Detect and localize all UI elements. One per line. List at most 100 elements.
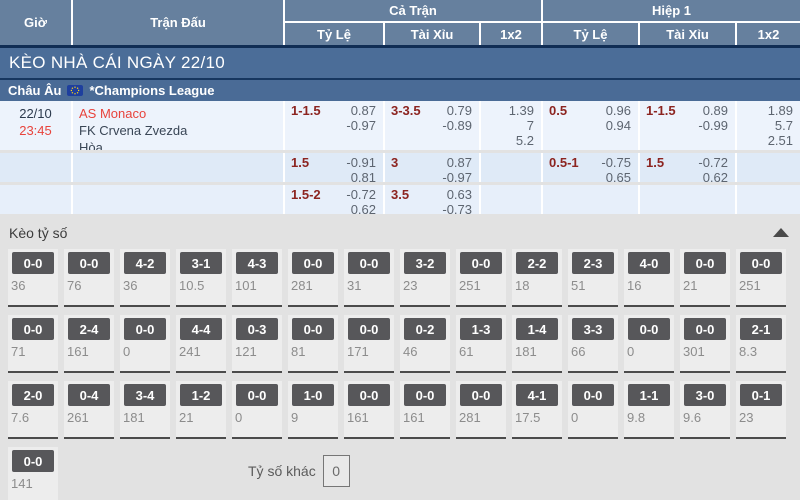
odds-value[interactable]: 0.81	[350, 170, 376, 182]
score-button[interactable]: 0-0	[12, 252, 54, 274]
match-time-cell: 22/10 23:45	[0, 101, 71, 150]
score-button[interactable]: 0-0	[572, 384, 614, 406]
score-button[interactable]: 0-0	[348, 318, 390, 340]
fulltime-overunder-cell[interactable]: 3-3.5 0.79 -0.89	[385, 101, 479, 150]
firsthalf-overunder-cell[interactable]: 1-1.5 0.89 -0.99	[640, 101, 735, 150]
odds-value[interactable]: -0.99	[698, 118, 728, 133]
score-tile: 2-2 18	[512, 249, 562, 307]
score-tile: 0-0 0	[624, 315, 674, 373]
score-odds-value: 0	[123, 344, 131, 359]
score-button[interactable]: 0-3	[236, 318, 278, 340]
score-button[interactable]: 2-3	[572, 252, 614, 274]
score-button[interactable]: 4-2	[124, 252, 166, 274]
score-button[interactable]: 0-4	[68, 384, 110, 406]
score-button[interactable]: 4-0	[628, 252, 670, 274]
score-button[interactable]: 2-0	[12, 384, 54, 406]
score-button[interactable]: 1-3	[460, 318, 502, 340]
fulltime-handicap-cell[interactable]: 1-1.5 0.87 -0.97	[285, 101, 383, 150]
score-button[interactable]: 0-0	[460, 384, 502, 406]
score-button[interactable]: 3-2	[404, 252, 446, 274]
handicap-line: 3-3.5	[391, 103, 421, 118]
score-button[interactable]: 4-1	[516, 384, 558, 406]
score-tile-row: 0-0 36 0-0 76 4-2 36 3-1 10.5 4-3 101 0-0 281 0-0 31 3…	[0, 249, 800, 307]
score-button[interactable]: 2-1	[740, 318, 782, 340]
score-button[interactable]: 0-2	[404, 318, 446, 340]
odds-value[interactable]: -0.89	[442, 118, 472, 133]
score-button[interactable]: 0-0	[12, 318, 54, 340]
fulltime-handicap-cell[interactable]: 1.5-2 -0.72 0.62	[285, 185, 383, 214]
fulltime-1x2-cell[interactable]: 1.39 7 5.2	[481, 101, 541, 150]
odds-value[interactable]: -0.97	[346, 118, 376, 133]
score-button[interactable]: 1-1	[628, 384, 670, 406]
handicap-line: 1.5	[291, 155, 310, 170]
score-odds-value: 9	[291, 410, 299, 425]
handicap-line: 3	[391, 155, 399, 170]
score-button[interactable]: 0-1	[740, 384, 782, 406]
score-button[interactable]: 3-4	[124, 384, 166, 406]
odds-value[interactable]: 0.79	[446, 103, 472, 118]
score-button[interactable]: 0-0	[404, 384, 446, 406]
odds-value[interactable]: 0.94	[605, 118, 631, 133]
score-button[interactable]: 0-0	[460, 252, 502, 274]
score-button[interactable]: 2-4	[68, 318, 110, 340]
odds-value[interactable]: 0.65	[605, 170, 631, 182]
score-tile: 2-4 161	[64, 315, 114, 373]
other-score-input[interactable]: 0	[322, 455, 350, 487]
score-button[interactable]: 2-2	[516, 252, 558, 274]
score-button[interactable]: 3-0	[684, 384, 726, 406]
score-button[interactable]: 4-3	[236, 252, 278, 274]
score-button[interactable]: 0-0	[124, 318, 166, 340]
odds-value[interactable]: -0.72	[698, 155, 728, 170]
score-button[interactable]: 1-4	[516, 318, 558, 340]
odds-value[interactable]: -0.73	[442, 202, 472, 214]
score-button[interactable]: 3-1	[180, 252, 222, 274]
score-button[interactable]: 4-4	[180, 318, 222, 340]
odds-value[interactable]: 0.63	[446, 187, 472, 202]
score-odds-value: 251	[459, 278, 481, 293]
score-button[interactable]: 3-3	[572, 318, 614, 340]
score-odds-value: 23	[739, 410, 754, 425]
odds-value[interactable]: -0.91	[346, 155, 376, 170]
odds-value[interactable]: 0.87	[350, 103, 376, 118]
score-button[interactable]: 0-0	[292, 318, 334, 340]
odds-value[interactable]: -0.75	[601, 155, 631, 170]
odds-value[interactable]: -0.97	[442, 170, 472, 182]
score-button[interactable]: 0-0	[68, 252, 110, 274]
firsthalf-1x2-cell[interactable]: 1.89 5.7 2.51	[737, 101, 800, 150]
firsthalf-overunder-cell[interactable]: 1.5 -0.72 0.62	[640, 153, 735, 182]
odds-value[interactable]: 0.87	[446, 155, 472, 170]
score-tile: 3-3 66	[568, 315, 618, 373]
fulltime-handicap-cell[interactable]: 1.5 -0.91 0.81	[285, 153, 383, 182]
odds-value[interactable]: 1.89	[767, 103, 793, 118]
odds-value[interactable]: -0.72	[346, 187, 376, 202]
score-button[interactable]: 0-0	[12, 450, 54, 472]
odds-value[interactable]: 0.62	[702, 170, 728, 182]
score-button[interactable]: 0-0	[684, 318, 726, 340]
score-button[interactable]: 0-0	[348, 252, 390, 274]
score-tile: 0-0 281	[288, 249, 338, 307]
odds-value[interactable]: 0.96	[605, 103, 631, 118]
fulltime-overunder-cell[interactable]: 3.5 0.63 -0.73	[385, 185, 479, 214]
kickoff-time: 23:45	[19, 123, 52, 138]
score-button[interactable]: 1-0	[292, 384, 334, 406]
collapse-arrow-icon[interactable]	[773, 228, 789, 237]
odds-value[interactable]: 5.2	[515, 133, 534, 148]
col-header-firsthalf: Hiệp 1	[543, 0, 800, 21]
score-odds-value: 161	[403, 410, 425, 425]
score-button[interactable]: 0-0	[348, 384, 390, 406]
odds-value[interactable]: 0.89	[702, 103, 728, 118]
score-button[interactable]: 0-0	[684, 252, 726, 274]
odds-value[interactable]: 2.51	[767, 133, 793, 148]
score-button[interactable]: 0-0	[236, 384, 278, 406]
odds-value[interactable]: 7	[526, 118, 534, 133]
score-button[interactable]: 0-0	[292, 252, 334, 274]
firsthalf-handicap-cell[interactable]: 0.5-1 -0.75 0.65	[543, 153, 638, 182]
odds-value[interactable]: 0.62	[350, 202, 376, 214]
odds-value[interactable]: 1.39	[508, 103, 534, 118]
score-button[interactable]: 0-0	[628, 318, 670, 340]
score-button[interactable]: 1-2	[180, 384, 222, 406]
score-button[interactable]: 0-0	[740, 252, 782, 274]
fulltime-overunder-cell[interactable]: 3 0.87 -0.97	[385, 153, 479, 182]
odds-value[interactable]: 5.7	[774, 118, 793, 133]
firsthalf-handicap-cell[interactable]: 0.5 0.96 0.94	[543, 101, 638, 150]
